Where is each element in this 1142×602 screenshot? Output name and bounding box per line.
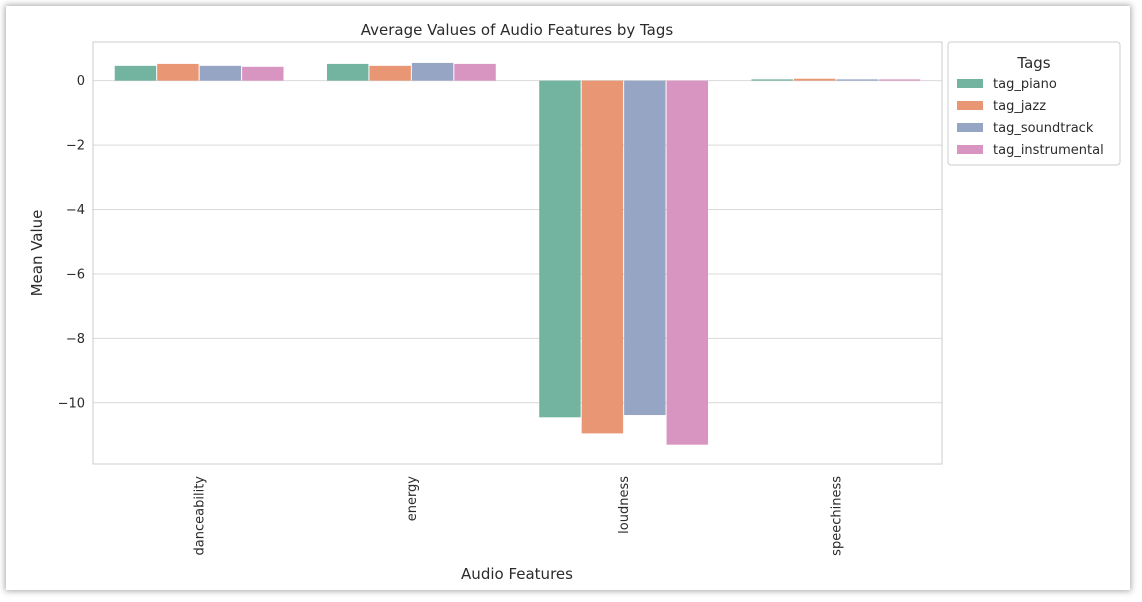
bar-tag_jazz-energy: [369, 65, 411, 81]
x-tick-label-speechiness: speechiness: [829, 476, 844, 556]
y-tick-label: −8: [66, 332, 85, 347]
y-tick-label: −10: [58, 396, 85, 411]
bar-tag_instrumental-energy: [454, 63, 496, 81]
bar-tag_soundtrack-energy: [411, 62, 454, 81]
y-axis-title: Mean Value: [28, 210, 46, 297]
bar-tag_jazz-danceability: [157, 63, 199, 81]
x-tick-label-danceability: danceability: [193, 476, 208, 556]
bar-tag_soundtrack-speechiness: [836, 79, 878, 81]
plot-area-border: [92, 41, 943, 465]
bar-tag_jazz-speechiness: [793, 78, 836, 81]
bar-tag_piano-energy: [326, 63, 369, 81]
bar-tag_soundtrack-loudness: [624, 80, 666, 416]
grid-lines: [93, 80, 942, 404]
y-tick-label: 0: [77, 74, 85, 89]
legend-title: Tags: [1016, 54, 1050, 72]
x-tick-label-energy: energy: [405, 476, 420, 522]
x-tick-labels: danceability energy loudness speechiness: [193, 476, 845, 556]
chart-title: Average Values of Audio Features by Tags: [361, 21, 674, 39]
legend-label-tag_soundtrack: tag_soundtrack: [993, 121, 1094, 136]
legend-swatch-tag_soundtrack: [957, 123, 983, 132]
x-axis-title: Audio Features: [461, 565, 573, 583]
legend-label-tag_instrumental: tag_instrumental: [993, 143, 1104, 158]
bar-tag_instrumental-loudness: [666, 80, 709, 445]
legend-swatch-tag_instrumental: [957, 145, 983, 154]
legend-box: [947, 41, 1121, 166]
legend: Tags tag_pianotag_jazztag_soundtracktag_…: [947, 41, 1121, 166]
bar-tag_soundtrack-danceability: [199, 65, 242, 81]
bars: [114, 62, 921, 445]
y-tick-labels: 0 −2 −4 −6 −8 −10: [58, 74, 85, 411]
bar-tag_jazz-loudness: [581, 80, 624, 434]
legend-swatch-tag_piano: [957, 79, 983, 88]
chart-frame: 0 −2 −4 −6 −8 −10 danceability energy loudness s…: [6, 6, 1130, 590]
y-tick-label: −2: [66, 139, 85, 154]
legend-label-tag_jazz: tag_jazz: [993, 99, 1046, 114]
bar-tag_piano-loudness: [539, 80, 581, 418]
bar-tag_piano-speechiness: [751, 79, 793, 81]
bar-tag_piano-danceability: [114, 65, 157, 81]
y-tick-label: −4: [66, 203, 85, 218]
bar-tag_instrumental-danceability: [242, 66, 284, 81]
y-tick-label: −6: [66, 267, 85, 282]
legend-swatch-tag_jazz: [957, 101, 983, 110]
legend-label-tag_piano: tag_piano: [993, 77, 1057, 92]
bar-chart: 0 −2 −4 −6 −8 −10 danceability energy loudness s…: [28, 21, 1121, 583]
x-tick-label-loudness: loudness: [617, 476, 632, 534]
bar-tag_instrumental-speechiness: [878, 79, 921, 81]
legend-items: tag_piano tag_jazz tag_soundtrack tag_instr…: [957, 77, 1104, 158]
